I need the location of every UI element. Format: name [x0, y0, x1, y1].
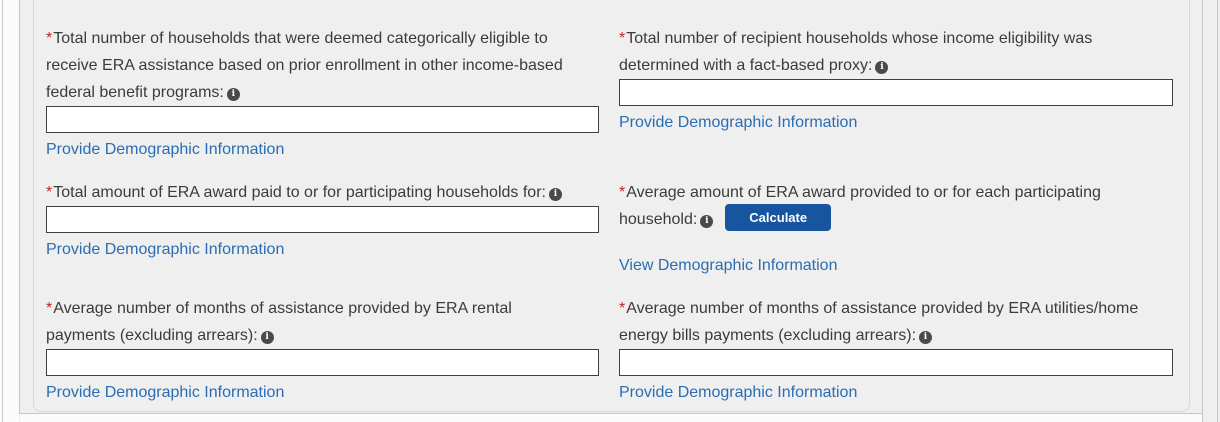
field-label: *Total amount of ERA award paid to or fo…	[46, 179, 599, 206]
provide-demographic-info-link[interactable]: Provide Demographic Information	[46, 384, 285, 402]
categorically-eligible-households-field: *Total number of households that were de…	[46, 25, 599, 159]
fact-based-proxy-households-input[interactable]	[619, 79, 1173, 106]
required-marker: *	[46, 184, 53, 201]
avg-months-utility-assistance-input[interactable]	[619, 349, 1173, 377]
required-marker: *	[619, 30, 626, 47]
panel-right-border	[1202, 0, 1203, 422]
avg-months-rental-assistance-input[interactable]	[46, 349, 599, 377]
required-marker: *	[46, 30, 53, 47]
panel-left-border	[19, 0, 20, 414]
total-era-award-paid-input[interactable]	[46, 206, 599, 233]
left-gutter	[0, 0, 19, 422]
provide-demographic-info-link[interactable]: Provide Demographic Information	[46, 241, 285, 258]
info-icon[interactable]: i	[875, 61, 889, 74]
field-label: *Total number of recipient households wh…	[619, 30, 1093, 74]
bottom-gutter	[20, 414, 1202, 422]
panel-bottom-border	[20, 413, 1202, 414]
provide-demographic-info-link[interactable]: Provide Demographic Information	[46, 141, 285, 158]
provide-demographic-info-link[interactable]: Provide Demographic Information	[619, 114, 858, 131]
required-marker: *	[46, 300, 53, 318]
field-label: *Average number of months of assistance …	[46, 300, 512, 345]
total-era-award-paid-field: *Total amount of ERA award paid to or fo…	[46, 179, 599, 275]
categorically-eligible-households-input[interactable]	[46, 106, 599, 133]
calculate-button[interactable]: Calculate	[725, 204, 832, 232]
provide-demographic-info-link[interactable]: Provide Demographic Information	[619, 384, 858, 402]
avg-months-utility-assistance-field: *Average number of months of assistance …	[619, 295, 1173, 402]
info-icon[interactable]: i	[919, 331, 933, 345]
field-label: *Average amount of ERA award provided to…	[619, 179, 1173, 233]
form-grid: *Total number of households that were de…	[34, 0, 1189, 402]
outer-right-border	[1217, 0, 1218, 422]
outer-left-border	[2, 0, 3, 422]
field-label: *Total number of households that were de…	[46, 30, 563, 101]
info-icon[interactable]: i	[260, 331, 274, 345]
average-era-award-field: *Average amount of ERA award provided to…	[619, 179, 1173, 275]
field-label: *Average number of months of assistance …	[619, 300, 1139, 345]
info-icon[interactable]: i	[548, 188, 562, 201]
info-icon[interactable]: i	[700, 215, 714, 228]
view-demographic-info-link[interactable]: View Demographic Information	[619, 257, 838, 275]
required-marker: *	[619, 184, 626, 201]
required-marker: *	[619, 300, 626, 318]
avg-months-rental-assistance-field: *Average number of months of assistance …	[46, 295, 599, 402]
fact-based-proxy-households-field: *Total number of recipient households wh…	[619, 25, 1173, 159]
info-icon[interactable]: i	[226, 88, 240, 101]
era-assistance-fields-group: *Total number of households that were de…	[33, 0, 1190, 412]
